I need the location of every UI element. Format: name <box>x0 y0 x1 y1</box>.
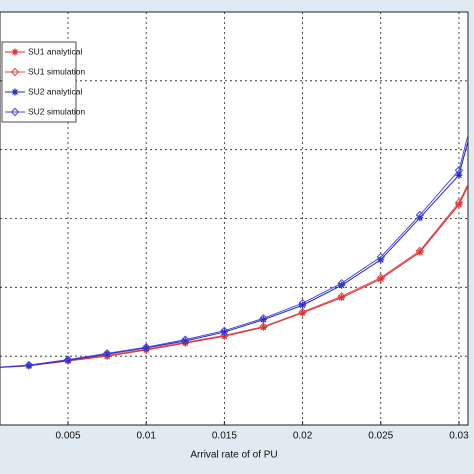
marker <box>415 246 425 256</box>
marker <box>63 355 73 364</box>
marker <box>220 332 228 340</box>
x-tick-label: 0.005 <box>56 431 81 442</box>
marker <box>259 316 267 324</box>
marker <box>416 214 424 222</box>
marker <box>416 248 424 256</box>
x-tick-label: 0.015 <box>212 431 237 442</box>
series-layer <box>0 133 468 370</box>
marker <box>377 256 385 264</box>
marker <box>376 252 385 262</box>
marker <box>337 292 346 301</box>
marker <box>142 344 150 352</box>
legend: SU1 analytical SU1 simulation SU2 analytic… <box>1 41 85 123</box>
marker <box>454 198 464 207</box>
marker <box>141 343 151 352</box>
legend-label: SU1 analytical <box>28 46 82 56</box>
marker <box>298 307 307 317</box>
marker <box>338 281 346 289</box>
x-axis-label: Arrival rate of of PU <box>190 450 277 461</box>
marker <box>259 314 268 323</box>
marker <box>415 210 425 220</box>
x-tick-label: 0.025 <box>368 431 393 442</box>
series-line <box>0 185 468 368</box>
series-line <box>0 133 468 368</box>
marker <box>299 301 307 309</box>
marker <box>454 166 464 175</box>
marker <box>181 337 189 345</box>
marker <box>259 322 268 331</box>
x-tick-label: 0.02 <box>293 431 313 442</box>
legend-label: SU1 simulation <box>28 66 85 76</box>
marker <box>337 278 346 288</box>
grid <box>0 12 468 425</box>
marker <box>299 309 307 317</box>
marker <box>11 48 19 56</box>
marker <box>102 349 112 358</box>
marker <box>10 67 20 77</box>
marker <box>220 326 229 335</box>
marker <box>377 275 385 283</box>
marker <box>376 273 385 282</box>
marker <box>298 298 307 308</box>
marker <box>10 107 20 117</box>
marker <box>25 362 33 370</box>
x-tick-label: 0.03 <box>449 431 469 442</box>
marker <box>181 335 190 344</box>
marker <box>220 328 228 336</box>
series-line <box>0 139 468 368</box>
marker <box>338 294 346 302</box>
legend-label: SU2 analytical <box>28 86 82 96</box>
marker <box>64 356 72 364</box>
marker <box>11 88 19 96</box>
marker <box>455 201 463 209</box>
legend-label: SU2 simulation <box>28 106 85 116</box>
marker <box>24 360 34 370</box>
marker <box>455 171 463 179</box>
marker <box>259 323 267 331</box>
x-tick-label: 0.01 <box>136 431 156 442</box>
marker <box>103 350 111 358</box>
